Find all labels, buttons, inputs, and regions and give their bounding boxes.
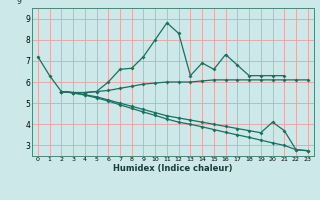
- X-axis label: Humidex (Indice chaleur): Humidex (Indice chaleur): [113, 164, 233, 173]
- Text: 9: 9: [16, 0, 21, 6]
